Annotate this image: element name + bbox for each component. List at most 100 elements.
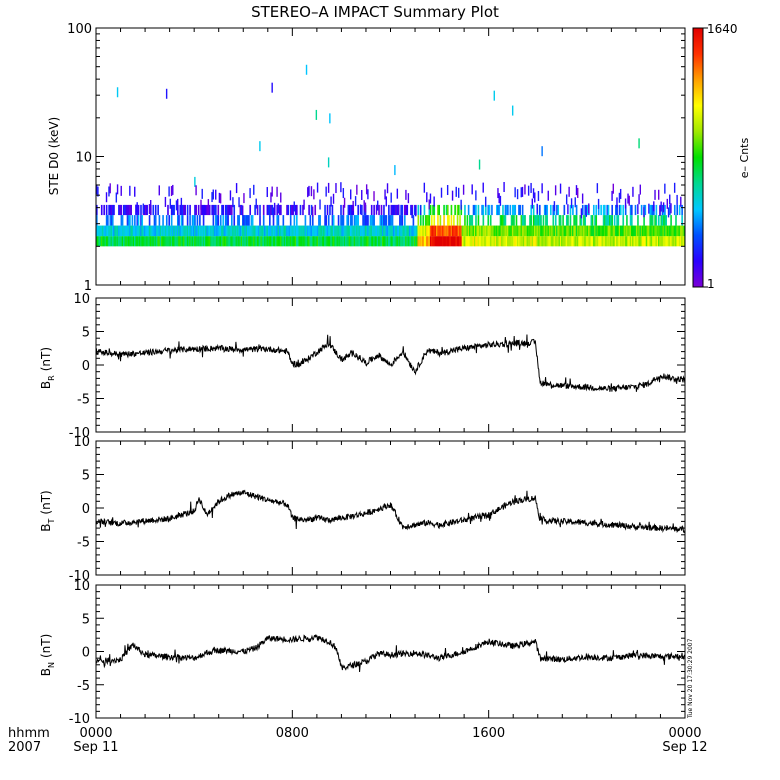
spectrogram-cell xyxy=(313,189,315,200)
spectrogram-cell xyxy=(435,225,438,237)
spectrogram-cell xyxy=(379,225,382,237)
spectrogram-cell xyxy=(670,225,672,237)
spectrogram-cell xyxy=(116,87,119,98)
spectrogram-cell xyxy=(628,195,630,206)
spectrogram-cell xyxy=(98,236,101,247)
spectrogram-cell xyxy=(351,236,353,247)
spectrogram-cell xyxy=(203,236,206,247)
spectrogram-cell xyxy=(345,236,347,247)
spectrogram-cell xyxy=(143,225,146,237)
spectrogram-cell xyxy=(175,200,178,211)
spectrogram-cell xyxy=(396,225,399,237)
spectrogram-cell xyxy=(459,236,461,247)
spectrogram-cell xyxy=(434,236,437,247)
spectrogram-cell xyxy=(488,236,491,247)
spectrogram-cell xyxy=(199,236,201,247)
spectrogram-cell xyxy=(619,236,622,247)
spectrogram-cell xyxy=(531,198,534,209)
spectrogram-cell xyxy=(401,215,404,226)
spectrogram-cell xyxy=(358,225,361,237)
spectrogram-cell xyxy=(180,215,183,226)
spectrogram-cell xyxy=(662,202,665,213)
spectrogram-cell xyxy=(561,236,563,247)
spectrogram-cell xyxy=(635,225,638,237)
spectrogram-cell xyxy=(313,236,315,247)
spectrogram-cell xyxy=(510,236,513,247)
spectrogram-cell xyxy=(450,204,453,216)
spectrogram-cell xyxy=(438,204,440,216)
spectrogram-cell xyxy=(191,225,194,237)
spectrogram-cell xyxy=(350,215,352,226)
spectrogram-cell xyxy=(538,215,541,226)
spectrogram-cell xyxy=(240,236,243,247)
spectrogram-cell xyxy=(351,225,353,237)
spectrogram-cell xyxy=(313,225,315,237)
spectrogram-cell xyxy=(519,236,521,247)
spectrogram-cell xyxy=(359,236,362,247)
spectrogram-cell xyxy=(178,236,180,247)
spectrogram-cell xyxy=(595,236,598,247)
spectrogram-cell xyxy=(430,236,433,247)
spectrogram-cell xyxy=(536,236,539,247)
spectrogram-cell xyxy=(135,204,137,215)
spectrogram-cell xyxy=(329,204,331,216)
spectrogram-cell xyxy=(584,236,587,247)
spectrogram-cell xyxy=(523,225,525,237)
spectrogram-cell xyxy=(572,225,574,237)
spectrogram-cell xyxy=(480,225,482,237)
spectrogram-cell xyxy=(146,225,148,237)
spectrogram-cell xyxy=(456,236,459,247)
spectrogram-cell xyxy=(212,204,215,216)
spectrogram-cell xyxy=(211,204,213,216)
spectrogram-cell xyxy=(394,236,396,247)
spectrogram-cell xyxy=(227,204,229,216)
spectrogram-cell xyxy=(457,187,460,198)
spectrogram-cell xyxy=(553,236,556,247)
spectrogram-cell xyxy=(487,236,490,247)
br-y-tick-label: -5 xyxy=(77,393,90,408)
spectrogram-cell xyxy=(294,204,297,216)
spectrogram-cell xyxy=(346,225,348,237)
spectrogram-cell xyxy=(159,225,162,237)
spectrogram-cell xyxy=(497,236,499,247)
spectrogram-cell xyxy=(596,183,599,194)
spectrogram-cell xyxy=(374,236,377,247)
spectrogram-cell xyxy=(308,204,310,216)
spectrogram-cell xyxy=(289,215,292,226)
spectrogram-cell xyxy=(270,236,272,247)
spectrogram-cell xyxy=(250,225,253,237)
spectrogram-cell xyxy=(280,204,282,216)
spectrogram-cell xyxy=(401,225,404,237)
spectrogram-cell xyxy=(246,215,249,226)
spectrogram-cell xyxy=(365,225,368,237)
spectrogram-cell xyxy=(233,236,236,247)
spectrogram-cell xyxy=(565,225,568,237)
spectrogram-cell xyxy=(115,236,118,247)
spectrogram-cell xyxy=(408,236,411,247)
spectrogram-cell xyxy=(356,184,358,195)
spectrogram-cell xyxy=(271,204,274,216)
spectrogram-cell xyxy=(428,225,431,237)
spectrogram-cell xyxy=(605,225,607,237)
spectrogram-cell xyxy=(179,236,182,247)
spectrogram-cell xyxy=(596,225,599,237)
spectrogram-cell xyxy=(499,195,502,206)
spectrogram-cell xyxy=(655,215,658,226)
spectrogram-cell xyxy=(103,204,105,216)
spectrogram-cell xyxy=(627,193,629,204)
spectrogram-cell xyxy=(283,236,286,247)
spectrogram-cell xyxy=(653,201,655,212)
spectrogram-cell xyxy=(450,215,453,226)
spectrogram-cell xyxy=(336,236,339,247)
bn-y-label: BN(nT) xyxy=(39,634,56,677)
spectrogram-cell xyxy=(623,225,626,237)
spectrogram-cell xyxy=(280,225,282,237)
spectrogram-cell xyxy=(242,225,244,237)
spectrogram-cell xyxy=(591,215,594,226)
spectrogram-cell xyxy=(228,204,231,216)
spectrogram-cell xyxy=(255,236,258,247)
spectrogram-cell xyxy=(384,225,386,237)
spectrogram-cell xyxy=(378,204,380,216)
spectrogram-cell xyxy=(356,225,358,237)
spectrogram-cell xyxy=(445,204,448,216)
